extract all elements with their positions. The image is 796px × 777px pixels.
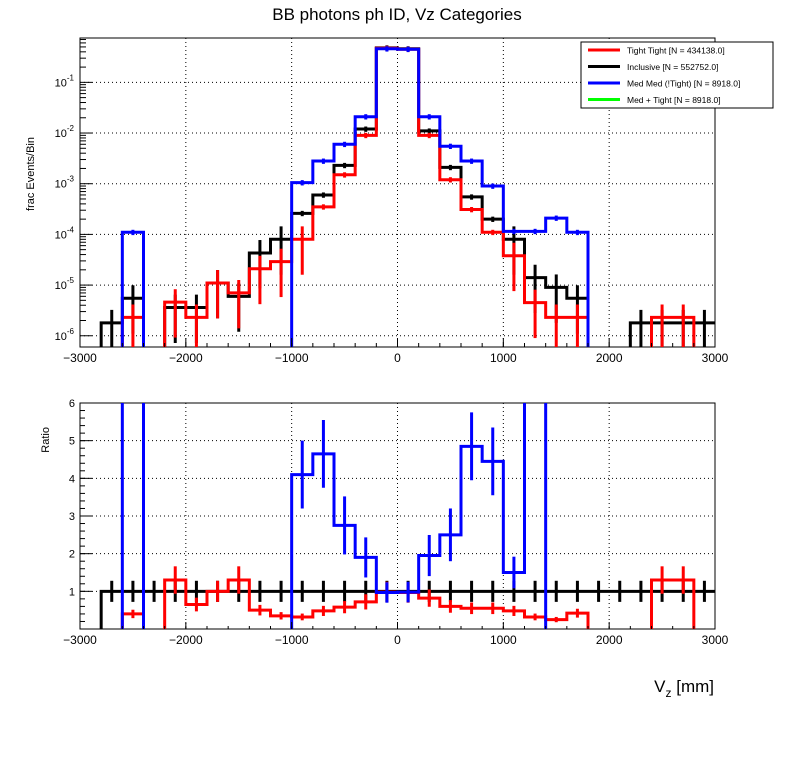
bottom-x-tick-label: −3000 [63,633,97,647]
legend-label: Inclusive [N = 552752.0] [627,62,718,72]
top-y-tick-base: 10 [55,128,67,140]
top-y-tick-base: 10 [55,331,67,343]
legend: Tight Tight [N = 434138.0] Inclusive [N =… [580,41,774,109]
top-y-tick-label: 10-5 [55,276,75,292]
top-y-axis-label: frac Events/Bin [25,137,37,211]
legend-label: Med + Tight [N = 8918.0] [627,95,721,105]
chart-title: BB photons ph ID, Vz Categories [272,5,521,24]
top-x-tick-label: 2000 [596,351,623,365]
top-y-tick-exponent: -4 [67,225,75,234]
top-y-tick-base: 10 [55,179,67,191]
legend-label: Med Med (!Tight) [N = 8918.0] [627,79,740,89]
top-histogram-line [120,47,590,347]
bottom-histogram-line [120,403,548,629]
x-axis-label-sub: z [666,686,672,700]
bottom-series [99,403,715,629]
bottom-y-tick-label: 2 [69,549,75,561]
top-series [99,45,715,347]
top-y-tick-base: 10 [55,77,67,89]
top-x-tick-label: −3000 [63,351,97,365]
bottom-y-tick-label: 4 [69,473,75,485]
top-x-tick-label: 3000 [702,351,729,365]
top-y-tick-exponent: -5 [67,276,75,285]
bottom-y-tick-label: 3 [69,511,75,523]
top-y-tick-exponent: -1 [67,73,75,82]
x-axis-label-main: V [654,677,666,696]
top-x-tick-label: −2000 [169,351,203,365]
top-y-tick-label: 10-3 [55,175,75,191]
bottom-y-axis-label: Ratio [40,427,52,453]
bottom-series-med [120,403,548,629]
top-y-tick-base: 10 [55,280,67,292]
top-y-tick-label: 10-1 [55,73,75,89]
top-y-tick-label: 10-4 [55,225,75,241]
bottom-y-tick-label: 1 [69,586,75,598]
bottom-x-tick-label: 2000 [596,633,623,647]
bottom-x-tick-label: 1000 [490,633,517,647]
top-y-tick-exponent: -6 [67,327,75,336]
top-y-tick-label: 10-2 [55,124,75,140]
top-y-tick-exponent: -2 [67,124,75,133]
top-y-tick-exponent: -3 [67,175,75,184]
legend-box [580,41,774,109]
bottom-x-tick-label: 3000 [702,633,729,647]
bottom-x-tick-label: −1000 [275,633,309,647]
x-axis-label-unit: [mm] [672,677,715,696]
top-y-tick-base: 10 [55,229,67,241]
bottom-x-tick-label: 0 [394,633,401,647]
legend-label: Tight Tight [N = 434138.0] [627,46,725,56]
top-x-tick-label: −1000 [275,351,309,365]
top-axes: −3000 −2000 −1000 0 1000 2000 300010-610-510-4… [55,39,729,365]
top-x-tick-label: 0 [394,351,401,365]
top-y-tick-label: 10-6 [55,327,75,343]
bottom-x-tick-label: −2000 [169,633,203,647]
top-x-tick-label: 1000 [490,351,517,365]
bottom-y-tick-label: 5 [69,436,75,448]
x-axis-label: Vz [mm] [654,677,714,700]
bottom-axes: −3000 −2000 −1000 0 1000 2000 3000 1 2 3 4 5 6 [63,398,729,647]
top-series-med [120,46,590,347]
bottom-y-tick-label: 6 [69,398,75,410]
